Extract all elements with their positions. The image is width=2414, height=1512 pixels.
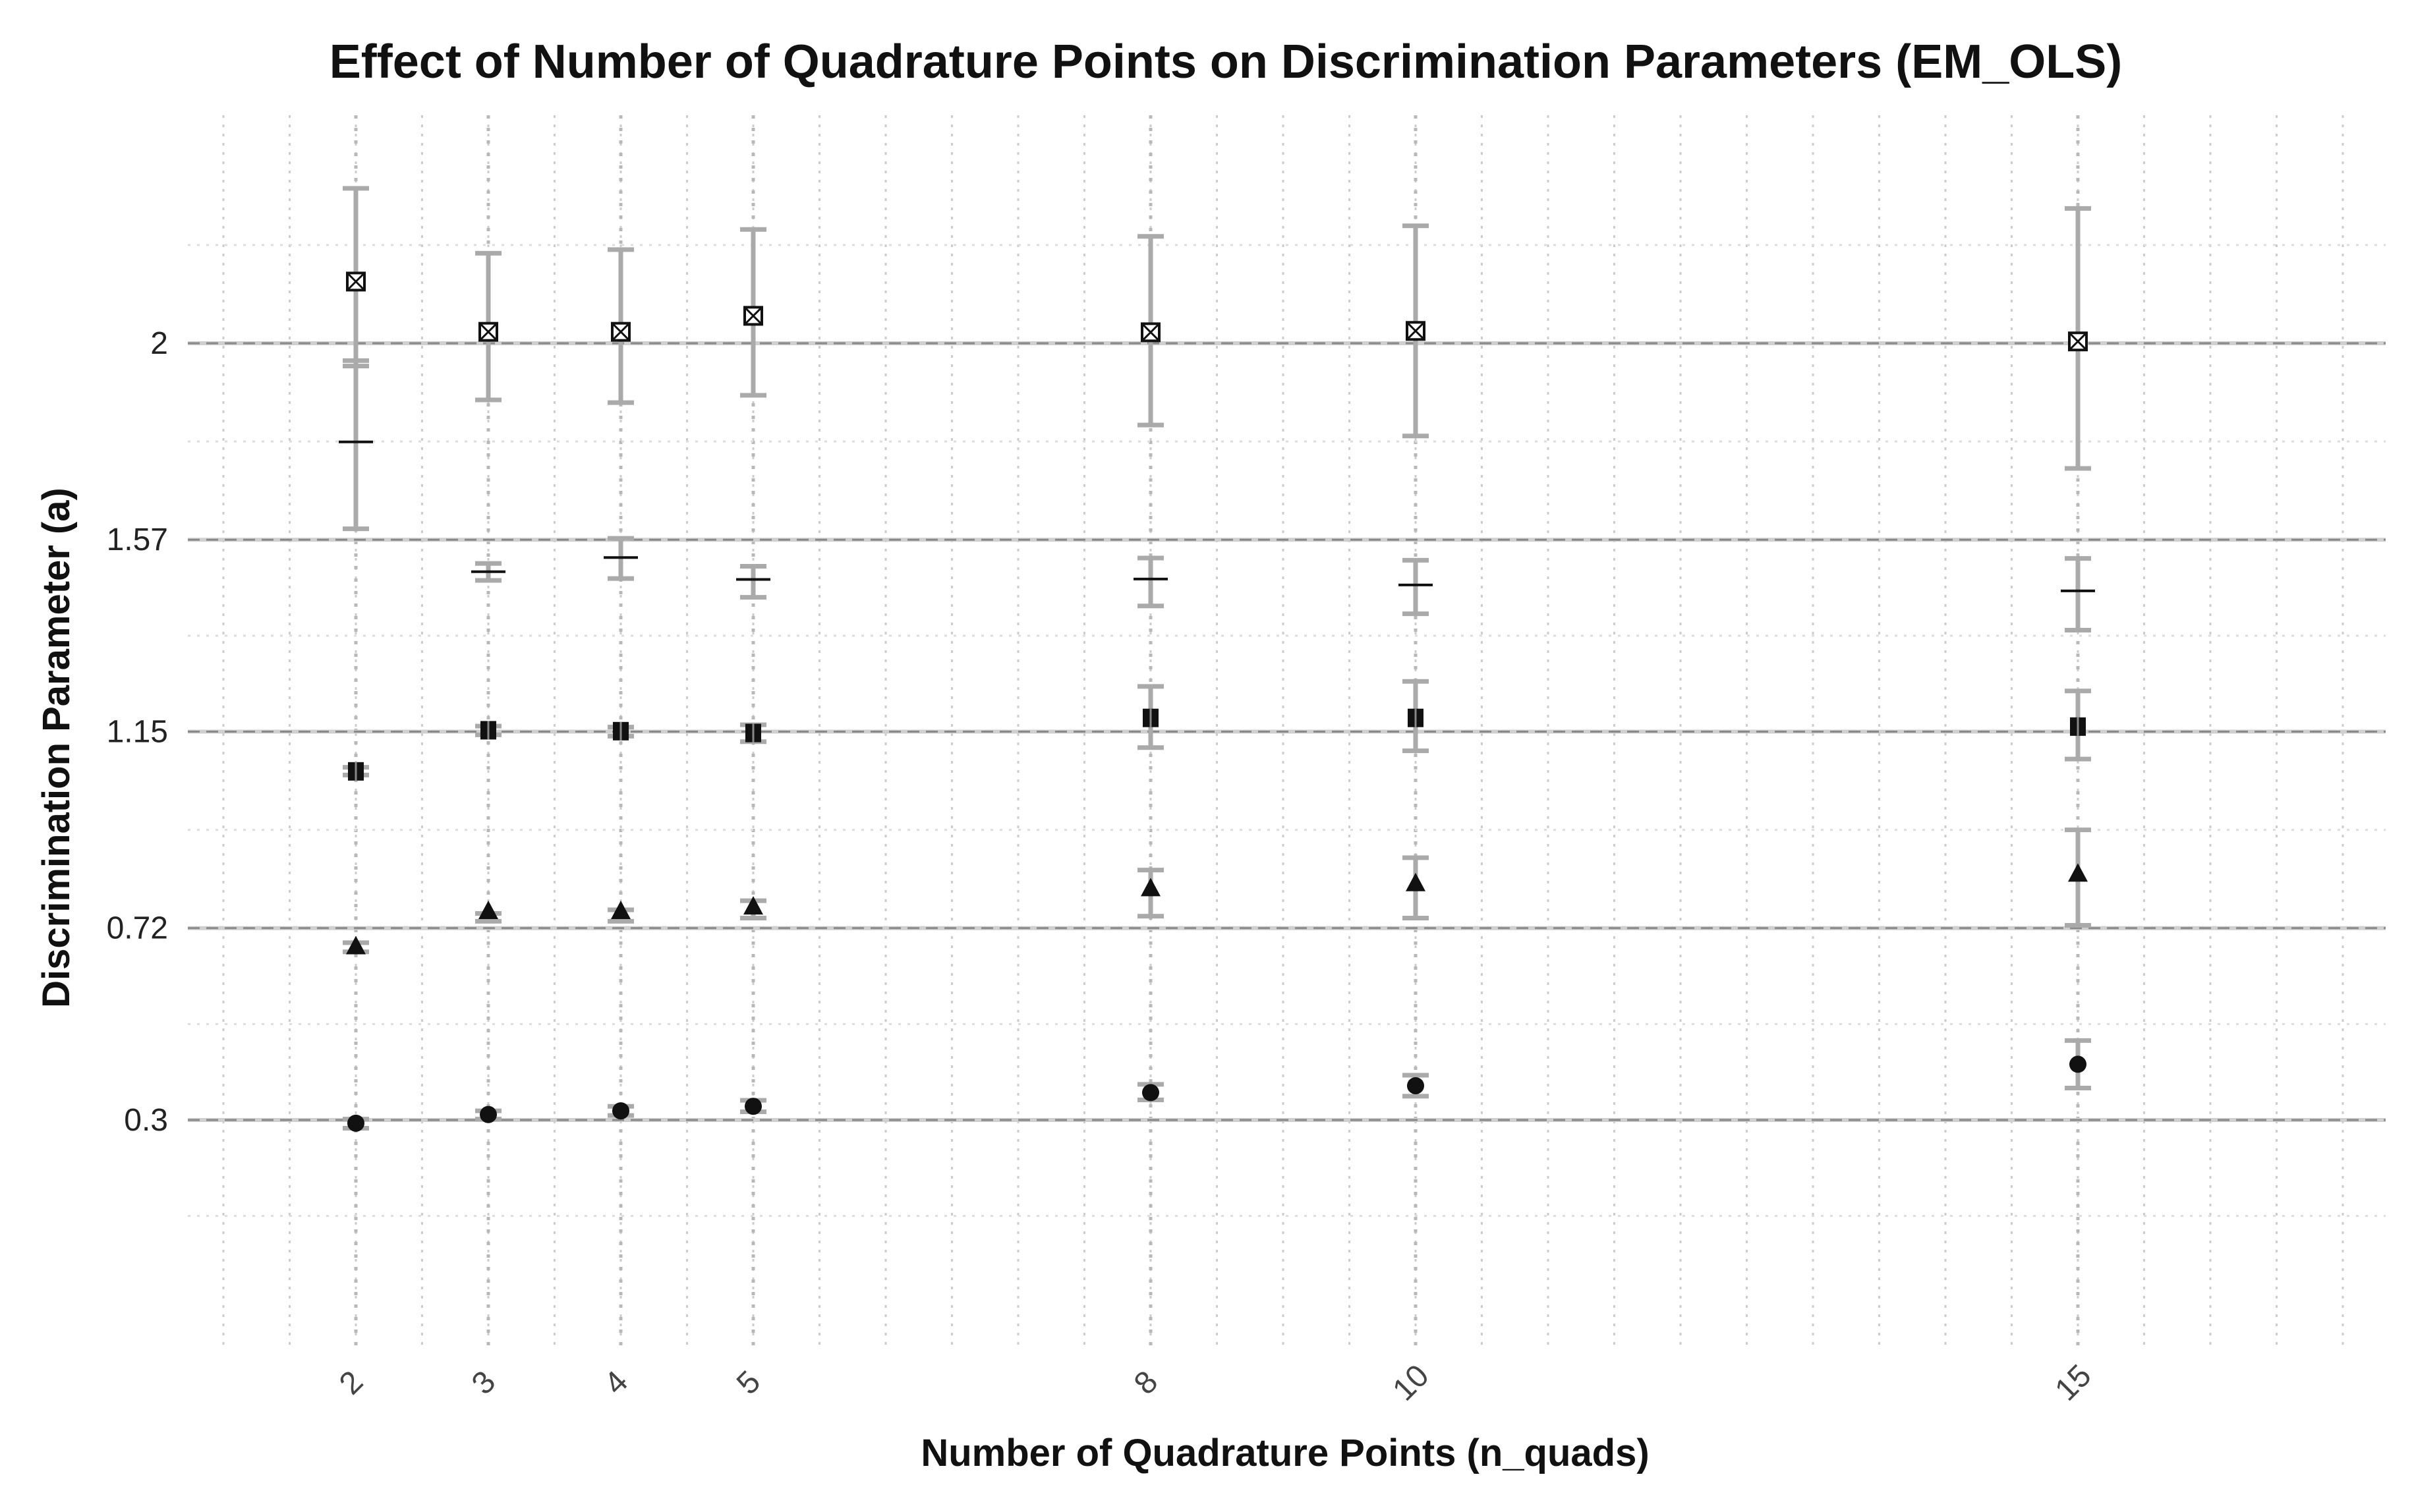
y-axis-title: Discrimination Parameter (a)	[35, 488, 78, 1008]
x-tick-label: 4	[598, 1364, 635, 1401]
series-dash	[339, 358, 2095, 633]
series-circle	[343, 1038, 2091, 1132]
x-axis-title: Number of Quadrature Points (n_quads)	[921, 1432, 1649, 1474]
data-point-cross	[1141, 323, 1161, 342]
y-tick-label: 0.72	[107, 911, 168, 946]
data-point	[347, 1114, 364, 1132]
y-tick-label: 1.15	[107, 715, 168, 750]
x-tick-label: 10	[1386, 1358, 1435, 1407]
data-point-cross	[743, 306, 763, 325]
data-point	[478, 901, 498, 920]
data-point	[1407, 1077, 1424, 1094]
reference-lines	[188, 341, 2386, 1122]
series-triangle	[343, 827, 2091, 955]
data-point-cross	[478, 322, 498, 341]
data-point	[611, 901, 631, 920]
data-point	[1406, 872, 1425, 891]
data-point	[743, 896, 763, 915]
x-tick-label: 15	[2048, 1358, 2098, 1407]
chart-title: Effect of Number of Quadrature Points on…	[330, 36, 2122, 88]
y-tick-labels: 0.3 0.72 1.15 1.57 2	[107, 326, 168, 1138]
x-tick-label: 2	[333, 1364, 370, 1401]
data-point	[1142, 1084, 1159, 1102]
data-point-cross	[1406, 322, 1425, 341]
data-point	[1141, 878, 1161, 897]
data-point	[480, 1106, 497, 1123]
x-tick-label: 8	[1128, 1364, 1164, 1401]
series-square	[343, 679, 2091, 781]
data-point-cross	[2068, 332, 2088, 351]
data-marks	[339, 186, 2095, 1132]
y-tick-label: 1.57	[107, 522, 168, 557]
x-tick-label: 5	[730, 1364, 767, 1401]
data-point-cross	[346, 272, 366, 291]
series-boxed-x	[343, 186, 2091, 471]
x-tick-label: 3	[465, 1364, 502, 1401]
y-tick-label: 0.3	[124, 1103, 168, 1138]
data-point	[346, 936, 366, 955]
data-point	[2068, 863, 2088, 882]
y-tick-label: 2	[150, 326, 168, 361]
x-tick-labels: 2 3 4 5 8 10 15	[333, 1358, 2098, 1407]
data-point-cross	[611, 322, 631, 341]
data-point	[612, 1102, 629, 1120]
data-point	[745, 1098, 762, 1115]
data-point	[2069, 1055, 2086, 1073]
